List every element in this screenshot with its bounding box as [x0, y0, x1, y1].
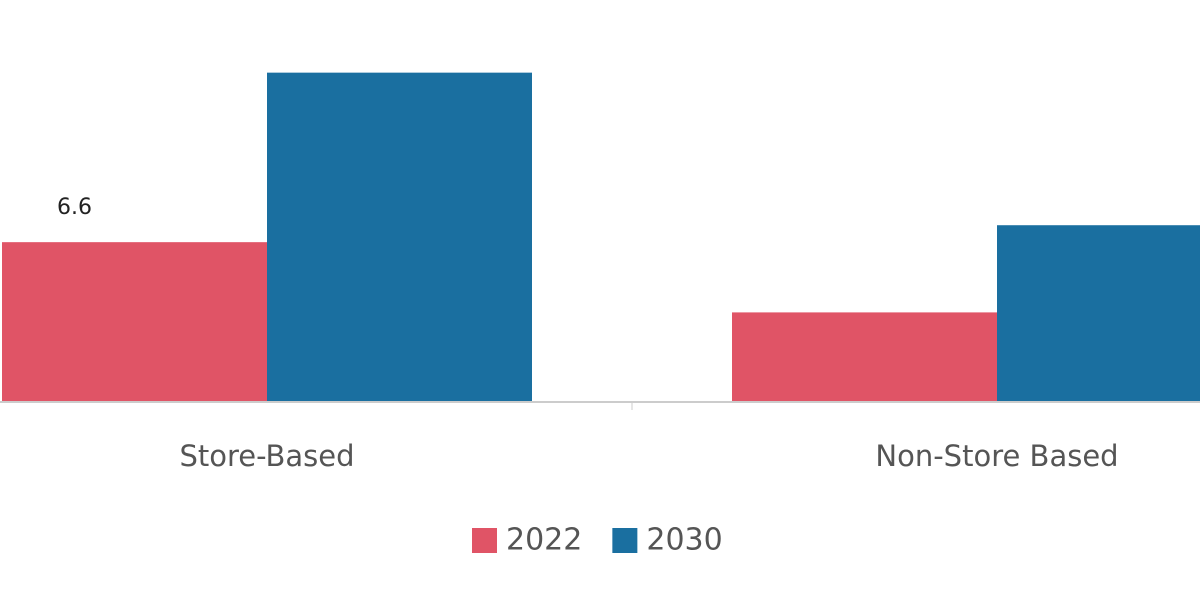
x-tick-label: Non-Store Based	[875, 439, 1118, 473]
legend-label: 2022	[506, 523, 582, 558]
bar	[732, 312, 997, 402]
value-label: 6.6	[57, 195, 92, 220]
legend-swatch	[472, 528, 497, 553]
legend-swatch	[612, 528, 638, 553]
bar	[267, 72, 532, 402]
legend-label: 2030	[646, 523, 722, 558]
bar	[997, 225, 1200, 402]
bar	[2, 242, 267, 402]
x-tick-label: Store-Based	[179, 439, 354, 473]
